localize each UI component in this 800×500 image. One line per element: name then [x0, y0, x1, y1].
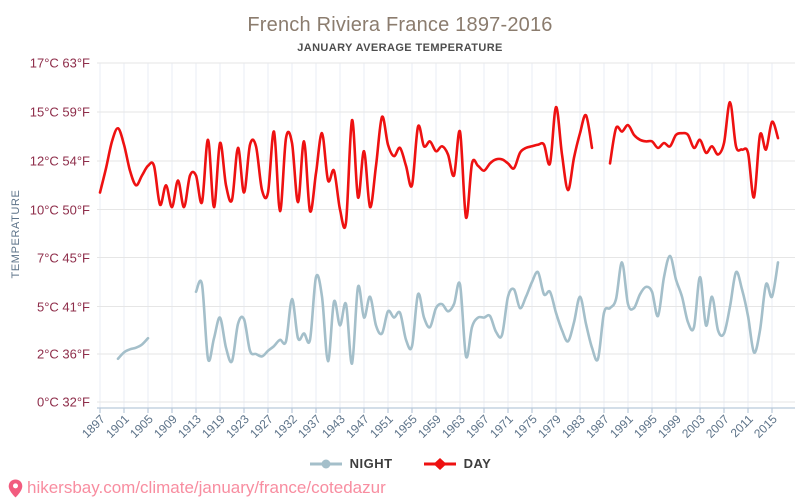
y-axis-title: TEMPERATURE	[10, 189, 22, 279]
day-series-line	[98, 105, 594, 230]
night-series-line	[194, 254, 780, 365]
chart-title: French Riviera France 1897-2016	[247, 14, 553, 36]
y-axis-tick-label: 7°C 45°F	[36, 250, 90, 265]
y-axis-tick-label: 15°C 59°F	[29, 104, 90, 120]
chart-subtitle: JANUARY AVERAGE TEMPERATURE	[297, 42, 503, 54]
y-axis-tick-label: 2°C 36°F	[36, 346, 90, 362]
night-series-line	[116, 336, 150, 361]
location-pin-icon	[8, 479, 23, 497]
y-axis-tick-label: 17°C 63°F	[29, 55, 90, 71]
day-line-icon	[423, 457, 456, 470]
footer: hikersbay.com/climate/january/france/cot…	[8, 478, 386, 498]
day-series-line	[608, 100, 780, 199]
night-line-icon	[309, 459, 342, 468]
legend-night-label: NIGHT	[349, 456, 393, 471]
chart-legend: NIGHT DAY	[0, 456, 800, 471]
source-url-link[interactable]: hikersbay.com/climate/january/france/cot…	[27, 478, 386, 497]
y-axis-tick-label: 12°C 54°F	[29, 153, 90, 169]
legend-item-night: NIGHT	[309, 456, 393, 471]
legend-item-day: DAY	[423, 456, 492, 471]
y-axis-tick-label: 0°C 32°F	[36, 394, 90, 410]
y-axis-tick-label: 5°C 41°F	[36, 299, 90, 314]
y-axis-tick-label: 10°C 50°F	[29, 202, 90, 217]
legend-day-label: DAY	[463, 456, 492, 471]
